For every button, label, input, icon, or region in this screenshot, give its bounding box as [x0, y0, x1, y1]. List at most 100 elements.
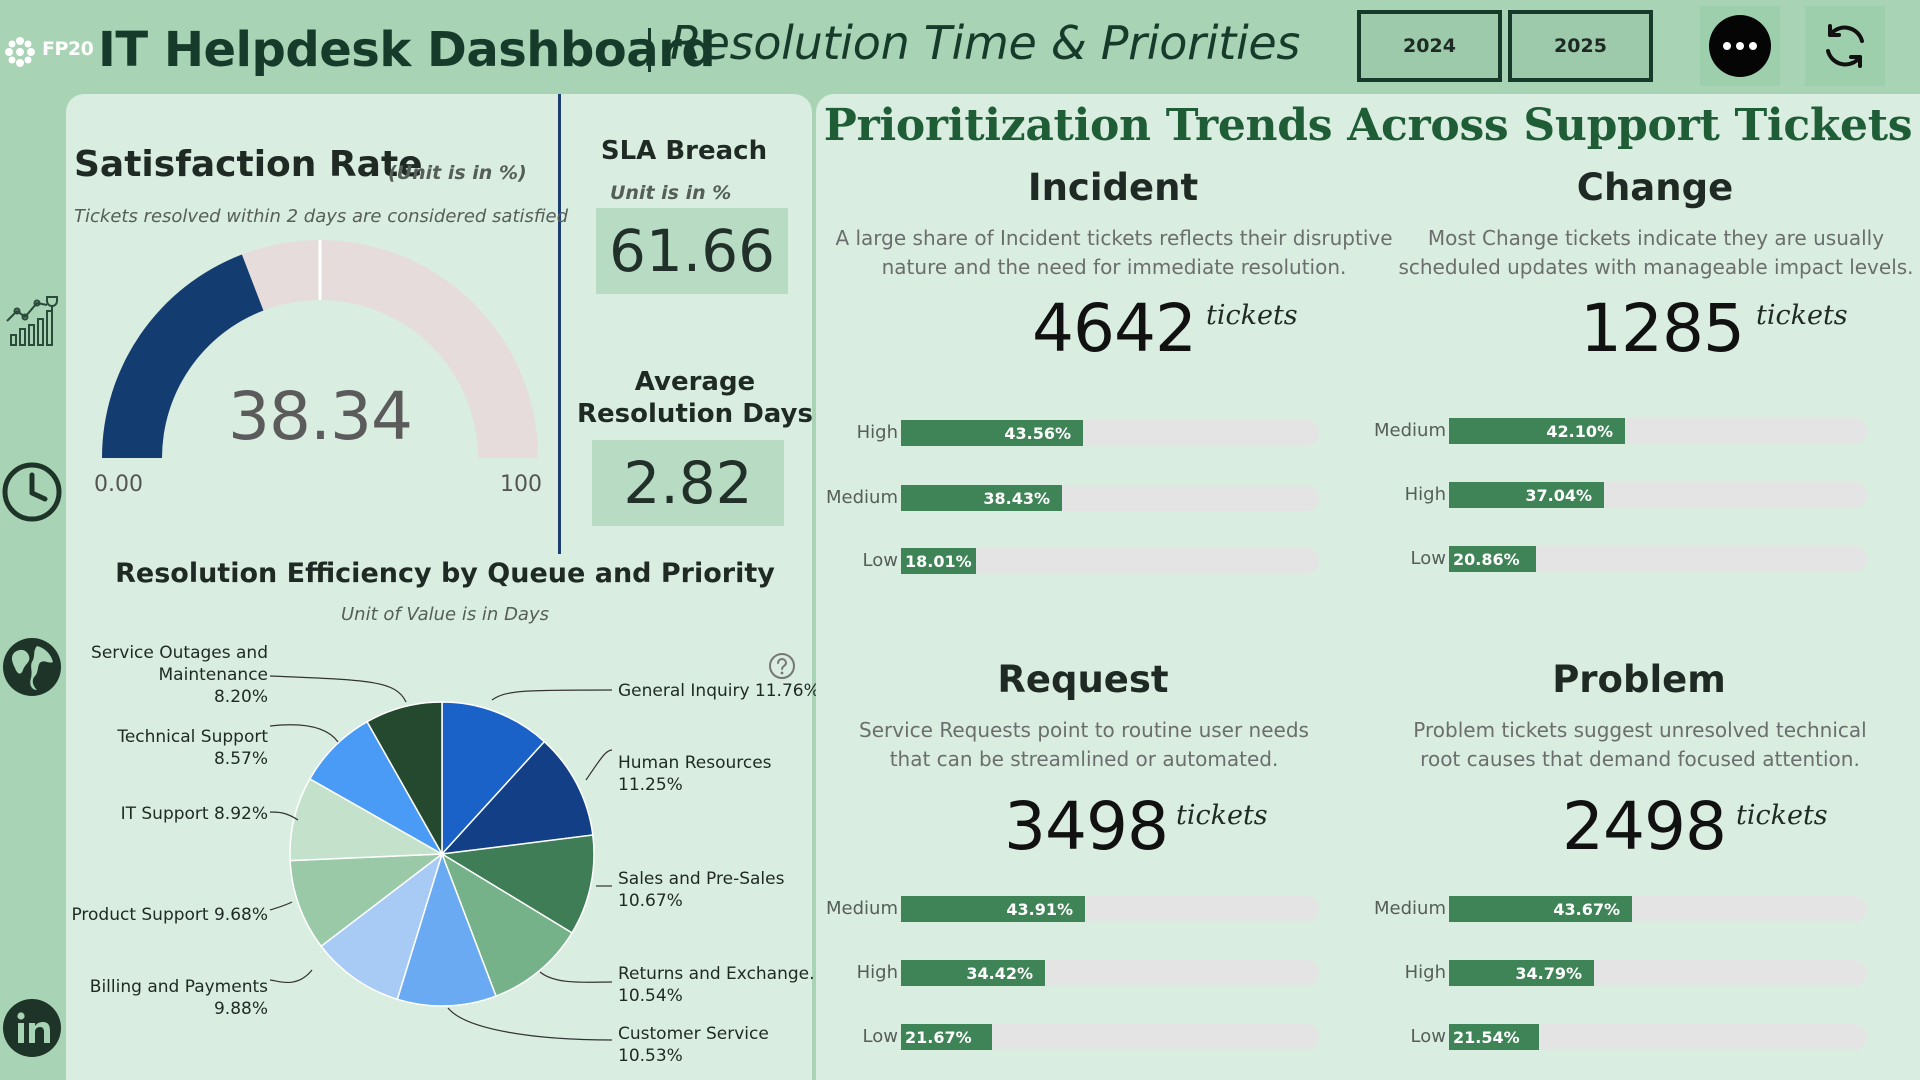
problem-description: Problem tickets suggest unresolved techn… — [1368, 716, 1912, 774]
incident-bar-fill: 18.01% — [901, 548, 976, 574]
incident-desc-line: nature and the need for immediate resolu… — [881, 255, 1347, 279]
sla-breach-value: 61.66 — [596, 208, 788, 294]
incident-title: Incident — [1027, 166, 1199, 209]
incident-bar-label: Medium — [826, 487, 898, 508]
problem-count: 2498 — [1562, 788, 1727, 865]
pie-slice-product-support[interactable] — [289, 853, 445, 948]
growth-chart-icon[interactable] — [0, 288, 64, 352]
incident-desc-line: A large share of Incident tickets reflec… — [835, 226, 1393, 250]
leader-line — [269, 724, 339, 743]
pie-label-value: 10.53% — [618, 1046, 683, 1066]
year-button-2025[interactable]: 2025 — [1508, 10, 1653, 82]
incident-bar-fill: 38.43% — [901, 485, 1062, 511]
change-bar-track[interactable]: 42.10% — [1449, 418, 1867, 444]
pie-slice-sales-and-pre-sales[interactable] — [439, 834, 595, 934]
year-button-2024[interactable]: 2024 — [1357, 10, 1502, 82]
pie-label-text: Human Resources — [618, 753, 772, 773]
avg-resolution-title: Average Resolution Days — [577, 367, 813, 429]
pie-chart-title: Resolution Efficiency by Queue and Prior… — [115, 558, 775, 589]
pie-label-text: Sales and Pre-Sales — [618, 869, 785, 889]
request-bar-track[interactable]: 43.91% — [901, 896, 1319, 922]
incident-bar-track[interactable]: 38.43% — [901, 485, 1319, 511]
pie-label-general-inquiry: General Inquiry 11.76% — [618, 680, 820, 702]
request-bar-label: Low — [862, 1026, 898, 1047]
panel-divider — [558, 94, 561, 554]
request-bar-label: High — [856, 962, 898, 983]
pie-label-text: Service Outages and — [91, 643, 268, 663]
problem-desc-line: root causes that demand focused attentio… — [1420, 747, 1860, 771]
pie-label-text: Product Support 9.68% — [71, 905, 268, 925]
change-description: Most Change tickets indicate they are us… — [1384, 224, 1920, 282]
change-bar-fill: 42.10% — [1449, 418, 1625, 444]
pie-label-text: Technical Support — [117, 727, 268, 747]
change-bar-track[interactable]: 20.86% — [1449, 546, 1867, 572]
change-desc-line: scheduled updates with manageable impact… — [1398, 255, 1914, 279]
incident-bar-label: Low — [862, 550, 898, 571]
incident-description: A large share of Incident tickets reflec… — [834, 224, 1394, 282]
pie-slice-general-inquiry[interactable] — [441, 701, 546, 856]
request-desc-line: Service Requests point to routine user n… — [859, 718, 1309, 742]
pie-label-customer-service: Customer Service 10.53% — [618, 1023, 769, 1067]
request-title: Request — [997, 658, 1169, 701]
request-count: 3498 — [1004, 788, 1169, 865]
problem-bar-track[interactable]: 43.67% — [1449, 896, 1867, 922]
change-count: 1285 — [1580, 290, 1745, 367]
pie-label-sales: Sales and Pre-Sales 10.67% — [618, 868, 784, 912]
incident-bar-fill: 43.56% — [901, 420, 1083, 446]
pie-slice-customer-service[interactable] — [396, 851, 497, 1007]
problem-bar-fill: 21.54% — [1449, 1024, 1539, 1050]
pie-label-text: Customer Service — [618, 1024, 769, 1044]
change-bar-track[interactable]: 37.04% — [1449, 482, 1867, 508]
change-bar-label: Medium — [1374, 420, 1446, 441]
request-bar-fill: 43.91% — [901, 896, 1085, 922]
request-bar-fill: 34.42% — [901, 960, 1045, 986]
pie-label-value: 10.67% — [618, 891, 683, 911]
more-options-button[interactable] — [1700, 6, 1780, 86]
clock-icon[interactable] — [0, 460, 64, 524]
leader-line — [585, 749, 613, 781]
pie-label-service-outages: Service Outages and Maintenance 8.20% — [60, 642, 268, 708]
pie-label-it-support: IT Support 8.92% — [60, 803, 268, 825]
pie-label-product-support: Product Support 9.68% — [60, 904, 268, 926]
incident-bar-track[interactable]: 18.01% — [901, 548, 1319, 574]
pie-label-technical-support: Technical Support 8.57% — [60, 726, 268, 770]
request-bar-track[interactable]: 34.42% — [901, 960, 1319, 986]
leader-line — [491, 689, 613, 701]
gauge-max-label: 100 — [500, 472, 542, 497]
more-horizontal-icon — [1709, 15, 1771, 77]
pie-label-value: 9.88% — [213, 999, 268, 1019]
request-count-unit: tickets — [1176, 800, 1268, 831]
problem-bar-fill: 43.67% — [1449, 896, 1632, 922]
problem-title: Problem — [1552, 658, 1726, 701]
pie-label-value: 8.57% — [213, 749, 268, 769]
satisfaction-note: Tickets resolved within 2 days are consi… — [74, 206, 569, 227]
problem-bar-track[interactable]: 34.79% — [1449, 960, 1867, 986]
linkedin-icon[interactable] — [0, 996, 64, 1060]
pie-label-billing: Billing and Payments 9.88% — [60, 976, 268, 1020]
pie-chart-unit: Unit of Value is in Days — [341, 604, 549, 625]
satisfaction-title: Satisfaction Rate — [74, 144, 423, 185]
refresh-button[interactable] — [1805, 6, 1885, 86]
pie-slice-billing-and-payments[interactable] — [320, 851, 444, 1001]
page-subtitle: Resolution Time & Priorities — [670, 16, 1301, 70]
globe-icon[interactable] — [0, 635, 64, 699]
sla-breach-unit: Unit is in % — [610, 182, 732, 204]
leader-line — [447, 1007, 613, 1041]
pie-slice-returns-and-exchange[interactable] — [440, 852, 573, 998]
incident-bar-track[interactable]: 43.56% — [901, 420, 1319, 446]
pie-slice-human-resources[interactable] — [440, 740, 594, 855]
resolution-pie-chart — [269, 675, 613, 1041]
title-divider — [648, 28, 651, 72]
pie-slice-service-outages-and-maintenance[interactable] — [366, 701, 443, 857]
help-circle-icon[interactable] — [768, 652, 796, 680]
change-bar-label: High — [1404, 484, 1446, 505]
request-bar-fill: 21.67% — [901, 1024, 992, 1050]
pie-label-human-resources: Human Resources 11.25% — [618, 752, 772, 796]
request-bar-track[interactable]: 21.67% — [901, 1024, 1319, 1050]
pie-label-value: 11.25% — [618, 775, 683, 795]
problem-bar-track[interactable]: 21.54% — [1449, 1024, 1867, 1050]
change-bar-label: Low — [1410, 548, 1446, 569]
pie-label-value: 8.20% — [213, 687, 268, 707]
gauge-value-arc — [102, 254, 264, 458]
change-title: Change — [1576, 166, 1734, 209]
